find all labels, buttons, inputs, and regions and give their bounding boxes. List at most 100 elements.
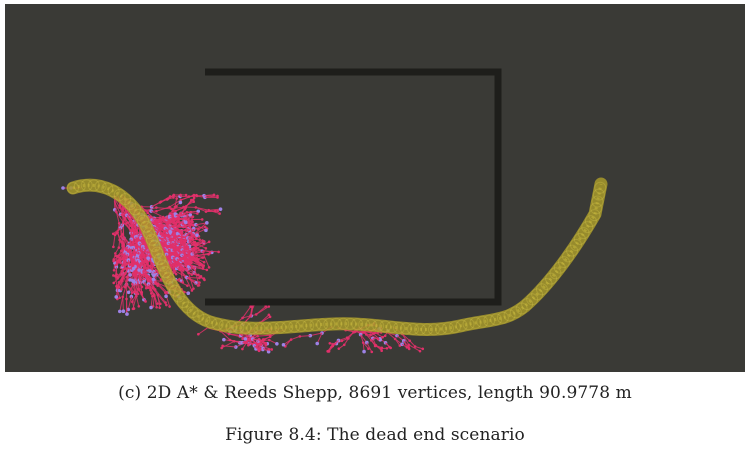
tree-vertex bbox=[266, 349, 271, 354]
path-sample bbox=[145, 233, 158, 246]
tree-edge bbox=[120, 236, 125, 246]
tree-vertex bbox=[181, 269, 185, 272]
path-sample bbox=[545, 272, 558, 285]
path-sample bbox=[211, 318, 224, 331]
tree-vertex bbox=[367, 347, 370, 351]
tree-vertex bbox=[264, 343, 268, 347]
tree-edge bbox=[370, 331, 379, 336]
tree-edge bbox=[186, 277, 199, 286]
tree-edge bbox=[414, 346, 423, 350]
path-sample bbox=[591, 195, 604, 208]
figure-caption: Figure 8.4: The dead end scenario bbox=[225, 425, 525, 445]
path-sample bbox=[496, 311, 509, 324]
tree-vertex bbox=[192, 247, 196, 251]
path-sample bbox=[594, 181, 607, 194]
tree-vertex bbox=[182, 243, 186, 246]
tree-vertex bbox=[190, 273, 193, 276]
path-sample bbox=[124, 197, 137, 210]
path-sample bbox=[316, 318, 329, 331]
path-sample bbox=[198, 313, 211, 326]
tree-vertex bbox=[191, 215, 195, 219]
tree-vertex bbox=[181, 222, 185, 226]
tree-vertex bbox=[123, 263, 127, 266]
tree-vertex bbox=[202, 240, 206, 243]
tree-vertex bbox=[184, 206, 187, 210]
tree-vertex bbox=[144, 270, 148, 274]
tree-edge bbox=[198, 326, 209, 335]
tree-vertex bbox=[128, 273, 132, 277]
path-sample bbox=[557, 256, 570, 269]
tree-edge bbox=[195, 222, 207, 226]
tree-edge bbox=[142, 270, 149, 285]
tree-vertex bbox=[188, 213, 193, 217]
tree-edge bbox=[195, 224, 207, 231]
tree-edge bbox=[151, 202, 161, 208]
tree-vertex bbox=[183, 220, 188, 225]
planned-path bbox=[66, 177, 608, 336]
path-sample bbox=[386, 321, 399, 334]
tree-edge bbox=[194, 267, 207, 271]
tree-edge bbox=[366, 342, 373, 353]
tree-edge bbox=[141, 246, 144, 255]
path-sample bbox=[521, 298, 534, 311]
tree-edge bbox=[130, 284, 133, 297]
tree-vertex bbox=[139, 278, 142, 281]
path-sample bbox=[239, 321, 252, 334]
tree-vertex bbox=[151, 277, 156, 282]
planning-scene bbox=[5, 4, 745, 372]
tree-edge bbox=[135, 296, 140, 307]
path-sample bbox=[462, 318, 475, 331]
tree-edge bbox=[157, 283, 168, 293]
tree-vertex bbox=[381, 335, 384, 339]
path-sample bbox=[337, 317, 350, 330]
path-sample bbox=[302, 319, 315, 332]
tree-edge bbox=[127, 296, 132, 310]
tree-edge bbox=[201, 251, 210, 268]
tree-vertex bbox=[137, 304, 141, 308]
path-sample bbox=[225, 320, 238, 333]
tree-vertex bbox=[275, 341, 279, 346]
tree-vertex bbox=[188, 261, 191, 264]
tree-vertex bbox=[194, 250, 198, 254]
tree-edge bbox=[290, 335, 301, 341]
tree-edge bbox=[122, 283, 128, 298]
path-sample bbox=[581, 221, 594, 234]
tree-vertex bbox=[186, 245, 190, 249]
path-sample bbox=[358, 318, 371, 331]
tree-edge bbox=[126, 284, 135, 293]
tree-edge bbox=[117, 223, 120, 233]
path-sample bbox=[573, 232, 586, 245]
tree-vertex bbox=[126, 290, 131, 295]
tree-vertex bbox=[128, 263, 132, 267]
path-sample bbox=[87, 179, 100, 192]
path-samples bbox=[67, 179, 607, 336]
tree-vertex bbox=[220, 346, 223, 350]
tree-edge bbox=[204, 195, 218, 198]
tree-vertex bbox=[178, 200, 183, 205]
tree-vertex bbox=[112, 259, 115, 263]
tree-edge bbox=[257, 334, 271, 337]
tree-vertex bbox=[125, 312, 129, 316]
tree-edge bbox=[169, 235, 179, 240]
tree-edge bbox=[153, 218, 162, 221]
tree-vertex bbox=[128, 278, 132, 282]
path-sample bbox=[73, 180, 86, 193]
tree-vertex bbox=[208, 251, 212, 255]
tree-edge bbox=[192, 251, 204, 255]
tree-edge bbox=[183, 232, 192, 238]
tree-vertex bbox=[199, 274, 203, 278]
figure-subcaption: (c) 2D A* & Reeds Shepp, 8691 vertices, … bbox=[118, 383, 632, 403]
tree-vertex bbox=[122, 267, 126, 271]
path-sample bbox=[67, 182, 79, 194]
tree-edge bbox=[178, 262, 184, 271]
path-sample bbox=[590, 202, 603, 215]
tree-edge bbox=[141, 259, 151, 267]
tree-vertex bbox=[216, 194, 219, 198]
path-sample bbox=[162, 272, 175, 285]
tree-edge bbox=[121, 234, 130, 246]
tree-vertex bbox=[131, 266, 136, 271]
tree-vertex bbox=[202, 277, 206, 280]
tree-vertex bbox=[189, 231, 193, 235]
tree-edge bbox=[185, 199, 192, 208]
tree-edge bbox=[310, 332, 323, 337]
